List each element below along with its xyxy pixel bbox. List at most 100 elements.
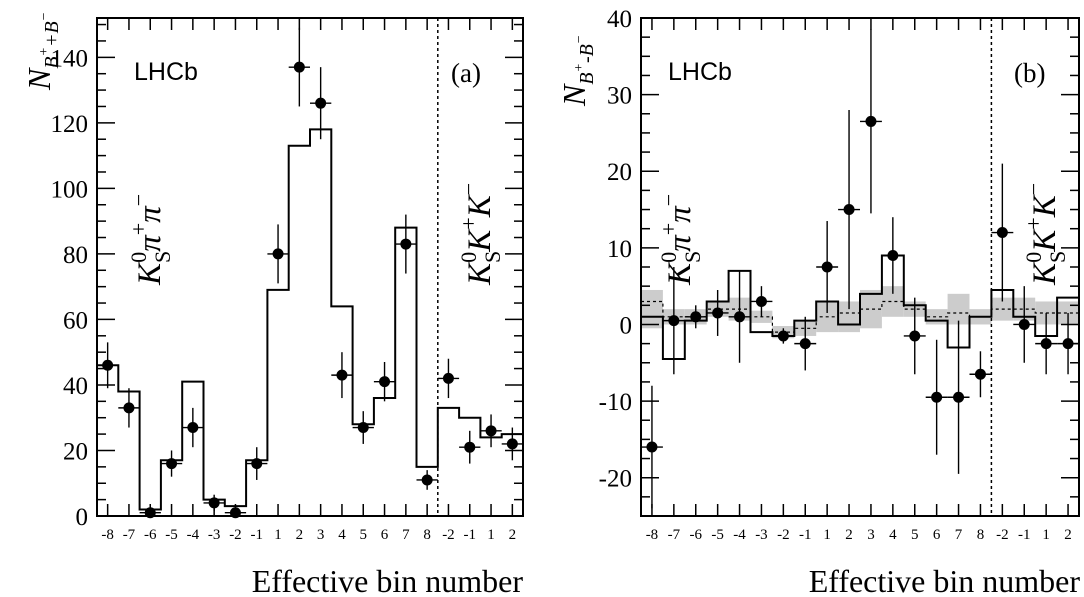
data-point (646, 441, 658, 453)
y-tick-label: 100 (51, 176, 89, 203)
y-tick-label: 60 (63, 307, 88, 334)
lhcb-label: LHCb (668, 58, 732, 86)
x-tick-label: 6 (381, 527, 389, 543)
y-tick-label: 80 (63, 242, 88, 269)
data-point (1018, 318, 1030, 330)
data-point (799, 338, 811, 350)
data-point (821, 261, 833, 273)
y-tick-label: -20 (599, 466, 632, 493)
x-tick-label: 4 (889, 527, 897, 543)
x-axis-title: Effective bin number (809, 563, 1081, 597)
data-point (336, 369, 348, 381)
y-tick-label: 20 (607, 159, 632, 186)
y-tick-label: 40 (607, 6, 632, 33)
data-point (251, 458, 263, 470)
data-point (712, 307, 724, 319)
x-tick-label: -4 (187, 527, 200, 543)
x-tick-label: 1 (487, 527, 495, 543)
fit-histogram (96, 128, 524, 516)
data-point (865, 115, 877, 127)
region-label-kspipi: KS0π+π− (656, 194, 705, 286)
y-tick-label: -10 (599, 389, 632, 416)
data-point (690, 311, 702, 323)
x-tick-label: -2 (442, 527, 455, 543)
x-tick-label: -1 (251, 527, 264, 543)
x-tick-label: 7 (402, 527, 410, 543)
band-segment (860, 289, 882, 329)
data-point (668, 315, 680, 327)
band-segment (881, 286, 904, 317)
x-tick-label: 5 (360, 527, 368, 543)
x-tick-label: -5 (711, 527, 724, 543)
fit-histogram (640, 254, 1080, 360)
y-tick-label: 140 (51, 45, 89, 72)
data-point (166, 458, 178, 470)
data-point (843, 204, 855, 216)
data-point (464, 441, 476, 453)
data-point (777, 330, 789, 342)
x-tick-label: -5 (165, 527, 178, 543)
data-point (123, 402, 135, 414)
lhcb-label: LHCb (134, 58, 198, 86)
x-tick-label: 3 (867, 527, 875, 543)
x-tick-label: -2 (229, 527, 242, 543)
band-segment (641, 289, 663, 329)
plot-frame (640, 17, 1080, 517)
panel-label: (b) (1014, 58, 1045, 88)
x-tick-label: 6 (933, 527, 941, 543)
y-axis-title: NB+-B− (556, 35, 598, 107)
data-point (272, 248, 284, 260)
data-point (442, 372, 454, 384)
panel-label: (a) (451, 58, 481, 88)
data-point (485, 425, 497, 437)
y-tick-label: 30 (607, 83, 632, 110)
data-point (315, 97, 327, 109)
band-segment (947, 293, 970, 325)
x-tick-label: 8 (423, 527, 431, 543)
data-point (974, 368, 986, 380)
x-axis-title: Effective bin number (252, 563, 524, 597)
x-tick-label: 1 (823, 527, 831, 543)
data-point (506, 438, 518, 450)
x-tick-label: -7 (123, 527, 136, 543)
data-point (931, 391, 943, 403)
data-point (996, 227, 1008, 239)
data-point (1040, 338, 1052, 350)
x-tick-label: 3 (317, 527, 325, 543)
data-point (208, 497, 220, 509)
x-tick-label: 2 (845, 527, 853, 543)
x-tick-label: -3 (208, 527, 221, 543)
data-point (909, 330, 921, 342)
x-tick-label: -1 (799, 527, 812, 543)
x-tick-label: -6 (690, 527, 703, 543)
y-tick-label: 40 (63, 373, 88, 400)
data-point (379, 376, 391, 388)
x-tick-label: -1 (464, 527, 477, 543)
data-point (187, 422, 199, 434)
x-tick-label: 2 (296, 527, 304, 543)
y-tick-label: 120 (51, 111, 89, 138)
region-label-kskk: KS0K+K− (456, 183, 505, 286)
region-label-kspipi: KS0π+π− (126, 194, 175, 286)
data-point (887, 250, 899, 262)
data-point (400, 238, 412, 250)
x-tick-label: 7 (955, 527, 963, 543)
data-point (1062, 338, 1074, 350)
x-tick-label: 1 (1042, 527, 1050, 543)
y-tick-label: 20 (63, 438, 88, 465)
data-point (293, 61, 305, 73)
x-tick-label: -2 (996, 527, 1009, 543)
x-tick-label: 4 (338, 527, 346, 543)
y-tick-label: 0 (76, 504, 89, 531)
x-tick-label: -6 (144, 527, 157, 543)
x-tick-label: -8 (101, 527, 114, 543)
x-tick-label: -8 (646, 527, 659, 543)
data-point (357, 422, 369, 434)
y-tick-label: 0 (620, 312, 633, 339)
y-tick-label: 10 (607, 236, 632, 263)
x-tick-label: -3 (755, 527, 768, 543)
data-point (734, 311, 746, 323)
panel-a: 0 20 40 60 80 100 120 140 -8 -7 -6 -5 -4 -3 -2 -1 1 2 3 4 5 6… (21, 12, 524, 597)
